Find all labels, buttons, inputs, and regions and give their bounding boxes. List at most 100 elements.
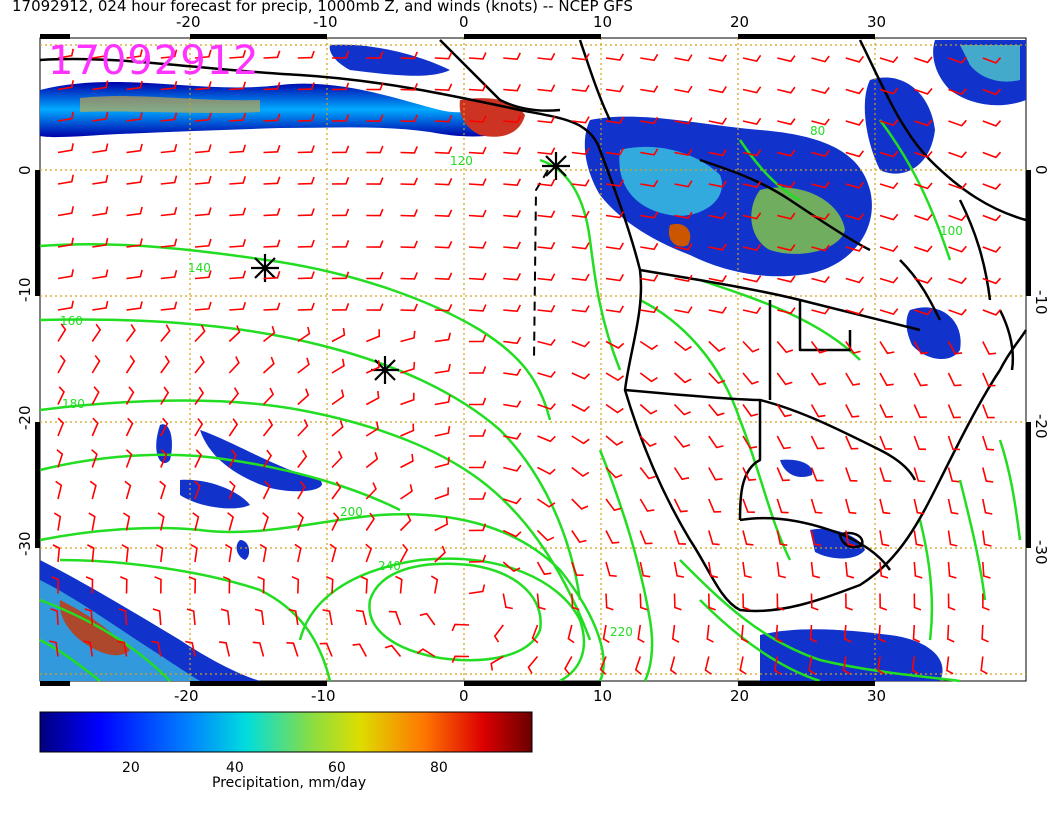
wind-barb <box>355 609 368 626</box>
contour-labels: 140 160 180 200 220 240 120 100 80 <box>60 124 963 639</box>
wind-barb <box>160 449 168 468</box>
wind-barb <box>91 355 101 374</box>
wind-barb <box>877 656 885 675</box>
wind-barb <box>674 54 693 62</box>
wind-barb <box>673 372 692 384</box>
wind-barb <box>845 372 861 386</box>
wind-barb <box>810 593 819 611</box>
wind-barb <box>674 117 693 125</box>
wind-barb <box>640 148 659 156</box>
asterisk-marker-3 <box>542 152 570 180</box>
wind-barb <box>708 593 716 611</box>
wind-barb <box>400 484 413 500</box>
wind-barb <box>468 492 487 500</box>
wind-barb <box>434 146 453 155</box>
wind-barb <box>87 544 95 563</box>
wind-barb <box>571 403 590 412</box>
wind-barb <box>605 498 622 512</box>
wind-barb <box>297 357 310 374</box>
wind-barb <box>121 544 129 563</box>
wind-barb <box>571 340 591 348</box>
wind-barb <box>395 575 403 594</box>
wind-barb <box>92 80 109 91</box>
lat-label: -20 <box>1032 414 1050 439</box>
wind-barb <box>154 576 162 594</box>
wind-barb <box>331 114 350 122</box>
wind-barb <box>331 420 344 437</box>
lon-labels-top: -20 -10 0 10 20 30 <box>176 13 886 31</box>
wind-barb <box>742 149 762 157</box>
wind-barb <box>194 480 201 500</box>
wind-barb <box>810 530 822 547</box>
wind-barb <box>365 482 377 500</box>
wind-barb <box>366 303 384 311</box>
wind-barb <box>434 517 449 532</box>
wind-barb <box>366 271 384 280</box>
wind-barb <box>92 143 109 154</box>
wind-barb <box>536 561 552 576</box>
wind-barb <box>673 561 685 578</box>
lat-label: -10 <box>16 278 34 303</box>
wind-barb <box>160 206 178 217</box>
wind-barb <box>982 88 1002 96</box>
wind-barb <box>742 404 759 417</box>
lat-label: -30 <box>16 532 34 557</box>
storm-markers <box>251 152 570 384</box>
wind-barb <box>537 273 556 281</box>
wind-barb <box>400 114 418 123</box>
wind-barb <box>777 181 796 189</box>
wind-barb <box>117 640 128 657</box>
wind-barb <box>160 143 178 154</box>
wind-barb <box>776 467 790 482</box>
lat-label: 0 <box>1032 165 1050 175</box>
wind-barb <box>913 435 927 451</box>
wind-barb <box>155 544 164 563</box>
wind-barb <box>913 404 927 419</box>
wind-barb <box>537 84 556 92</box>
wind-barb <box>845 530 856 547</box>
wind-barb <box>84 608 94 626</box>
wind-barb <box>708 498 722 513</box>
wind-barb <box>190 544 198 563</box>
wind-barb <box>740 624 749 643</box>
wind-barb <box>331 82 350 91</box>
wind-barb <box>331 481 342 500</box>
wind-barb <box>468 304 487 312</box>
wind-barb <box>599 656 607 675</box>
wind-barb <box>262 480 271 500</box>
wind-barb <box>605 561 617 577</box>
wind-barb <box>319 642 333 657</box>
wind-barb <box>845 341 861 354</box>
contour-label: 180 <box>62 397 85 411</box>
wind-barb <box>537 304 556 313</box>
wind-barb <box>92 174 109 185</box>
wind-barb <box>980 656 988 675</box>
wind-barb <box>434 114 453 123</box>
wind-barb <box>571 116 590 124</box>
wind-barb <box>365 512 375 531</box>
wind-barb <box>257 576 265 594</box>
wind-barb <box>879 561 889 579</box>
wind-barb <box>673 530 687 545</box>
wind-barb <box>605 242 624 250</box>
wind-barb <box>879 182 899 190</box>
wind-barb <box>329 543 337 563</box>
wind-barb <box>57 80 74 91</box>
wind-barb <box>708 372 726 385</box>
lon-label: 30 <box>867 687 886 705</box>
wind-barb <box>810 467 824 482</box>
wind-barb <box>571 498 589 510</box>
wind-barb <box>948 245 967 253</box>
contour-label: 220 <box>610 625 633 639</box>
wind-barb <box>605 403 624 414</box>
wind-barb <box>845 404 860 418</box>
wind-barb <box>639 498 655 512</box>
wind-barb <box>982 530 992 547</box>
wind-barb <box>331 327 346 343</box>
wind-barb <box>57 417 65 437</box>
wind-barb <box>503 400 522 408</box>
wind-barb <box>982 120 1002 127</box>
wind-barb <box>811 118 830 126</box>
wind-barb <box>57 143 74 154</box>
wind-barb <box>434 209 453 218</box>
